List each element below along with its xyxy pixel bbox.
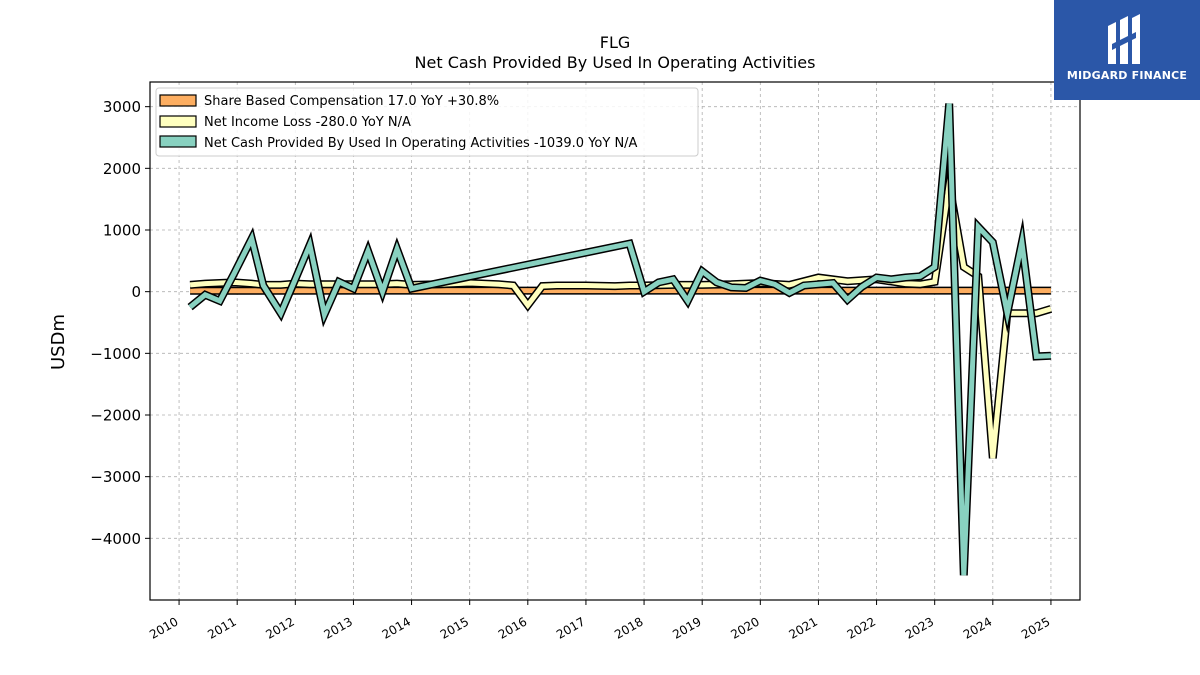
brand-logo: MIDGARD FINANCE [1054,0,1200,100]
y-tick-label: −3000 [90,468,141,486]
x-tick-label: 2021 [786,614,819,641]
legend-label-net-income-loss: Net Income Loss -280.0 YoY N/A [204,115,411,130]
series-net-income-loss-outline [189,158,1053,459]
chart-title: FLG [600,33,631,52]
y-tick-label: −4000 [90,530,141,548]
series-net-income-loss [189,168,1052,459]
series-net-cash-operating [188,103,1052,576]
y-axis: 3000 2000 1000 0 −1000 −2000 −3000 −4000 [90,98,150,548]
y-tick-label: −1000 [90,345,141,363]
y-tick-label: 0 [131,283,141,301]
x-tick-label: 2011 [205,614,238,641]
brand-name: MIDGARD FINANCE [1066,69,1188,82]
series-lines [187,103,1053,576]
x-tick-label: 2017 [554,614,587,641]
x-tick-label: 2010 [147,614,180,641]
x-tick-label: 2024 [961,614,994,641]
series-net-cash-operating-outline [187,103,1052,576]
x-tick-label: 2014 [380,614,413,641]
legend: Share Based Compensation 17.0 YoY +30.8%… [155,87,699,157]
x-tick-label: 2016 [496,614,529,641]
x-tick-label: 2013 [321,614,354,641]
x-tick-label: 2020 [728,614,761,641]
x-tick-label: 2018 [612,614,645,641]
y-tick-label: 2000 [103,160,141,178]
legend-swatch-net-income-loss [159,115,197,128]
y-tick-label: 1000 [103,222,141,240]
x-tick-label: 2019 [670,614,703,641]
legend-label-share-based-compensation: Share Based Compensation 17.0 YoY +30.8% [204,94,499,109]
y-axis-label: USDm [48,314,69,370]
legend-swatch-net-cash-operating [159,135,197,148]
y-tick-label: 3000 [103,98,141,116]
x-tick-label: 2015 [438,614,471,641]
midgard-logo-icon [1108,14,1140,64]
x-tick-label: 2012 [263,614,296,641]
x-axis: 2010 2011 2012 2013 2014 2015 2016 2017 2018 2019… [147,600,1052,642]
x-tick-label: 2025 [1019,614,1052,641]
chart-subtitle: Net Cash Provided By Used In Operating A… [415,53,816,72]
y-tick-label: −2000 [90,407,141,425]
legend-box [155,87,699,157]
legend-swatch-share-based-compensation [159,94,197,107]
x-tick-label: 2023 [903,614,936,641]
plot-frame [149,81,1081,601]
legend-label-net-cash-operating: Net Cash Provided By Used In Operating A… [204,136,638,151]
x-tick-label: 2022 [845,614,878,641]
